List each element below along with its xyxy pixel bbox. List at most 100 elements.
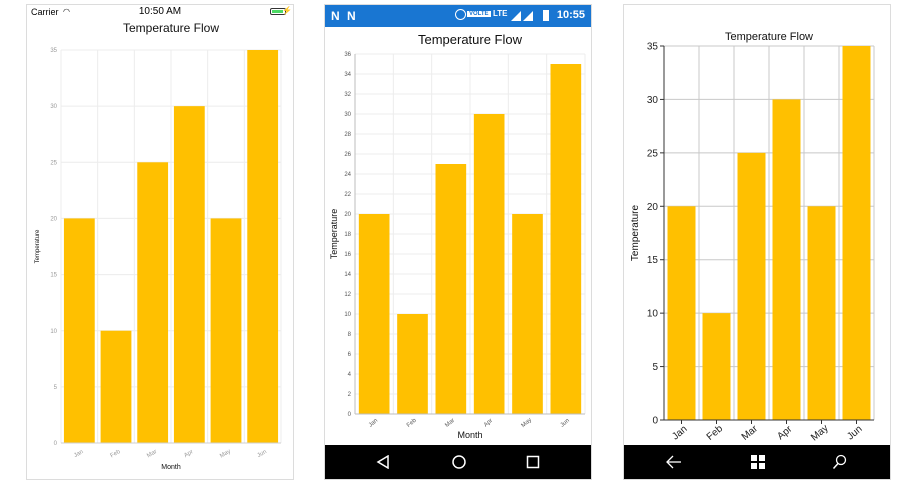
signal-icon-2 bbox=[523, 11, 533, 21]
windows-device-frame: Temperature Flow 0 5 10 15 20 25 30 35 Jan Feb Mar A… bbox=[623, 4, 891, 480]
chart-title: Temperature Flow bbox=[418, 32, 523, 47]
status-time: 10:55 bbox=[556, 9, 585, 21]
battery-icon bbox=[270, 8, 286, 15]
y-tick-label: 14 bbox=[344, 272, 351, 278]
bar-mar bbox=[737, 152, 766, 420]
x-tick-label: Jun bbox=[845, 424, 864, 443]
y-tick-label: 12 bbox=[344, 292, 351, 298]
ios-status-bar: Carrier ◠ 10:50 AM ⚡ bbox=[27, 5, 293, 19]
y-tick-label: 5 bbox=[652, 362, 658, 373]
search-icon[interactable] bbox=[820, 445, 860, 479]
windows-temperature-chart: Temperature Flow 0 5 10 15 20 25 30 35 Jan Feb Mar A… bbox=[630, 31, 875, 444]
x-tick-label: May bbox=[219, 449, 232, 460]
x-tick-label: Jan bbox=[670, 424, 689, 443]
recents-icon[interactable] bbox=[513, 445, 553, 479]
bar-jun bbox=[842, 46, 871, 420]
android-status-bar: N N VOLTE LTE 10:55 bbox=[325, 5, 591, 27]
bar-mar bbox=[435, 164, 467, 414]
y-tick-label: 8 bbox=[348, 332, 352, 338]
x-tick-label: Mar bbox=[444, 418, 456, 429]
bar-jan bbox=[63, 218, 95, 443]
y-tick-label: 28 bbox=[344, 132, 351, 138]
y-tick-label: 20 bbox=[344, 212, 351, 218]
y-tick-label: 15 bbox=[50, 273, 57, 279]
x-tick-label: Jan bbox=[73, 449, 84, 459]
y-tick-label: 4 bbox=[348, 372, 352, 378]
chart-title: Temperature Flow bbox=[123, 21, 219, 35]
bar-mar bbox=[137, 162, 169, 444]
x-tick-label: Feb bbox=[110, 449, 123, 460]
y-tick-label: 10 bbox=[50, 329, 57, 335]
back-arrow-icon[interactable] bbox=[654, 445, 694, 479]
android-device-frame: N N VOLTE LTE 10:55 Temperature Flow 0 2 4 6… bbox=[324, 4, 592, 480]
y-tick-label: 10 bbox=[647, 309, 659, 320]
x-tick-label: Jun bbox=[560, 418, 571, 429]
y-tick-label: 20 bbox=[647, 202, 659, 213]
home-icon[interactable] bbox=[439, 445, 479, 479]
android-navigation-bar bbox=[325, 445, 591, 479]
lte-label: LTE bbox=[493, 9, 508, 18]
x-tick-label: Apr bbox=[483, 418, 494, 429]
y-tick-label: 2 bbox=[348, 392, 352, 398]
carrier-label: Carrier bbox=[31, 7, 59, 17]
wifi-icon: ◠ bbox=[63, 7, 70, 16]
x-tick-label: Feb bbox=[705, 423, 726, 443]
x-tick-label: Mar bbox=[740, 423, 761, 443]
bar-apr bbox=[173, 106, 205, 444]
ios-temperature-chart: Temperature Flow 0 5 10 15 20 25 30 35 Jan Feb Mar A… bbox=[35, 21, 282, 471]
bar-jan bbox=[358, 214, 390, 414]
y-tick-label: 35 bbox=[50, 48, 57, 54]
notification-n-icon: N bbox=[331, 9, 340, 23]
ios-device-frame: Carrier ◠ 10:50 AM ⚡ Temperature Flow 0 5 1… bbox=[26, 4, 294, 480]
x-tick-label: Feb bbox=[406, 417, 418, 429]
copyright-icon bbox=[455, 9, 466, 20]
windows-icon[interactable] bbox=[738, 445, 778, 479]
y-tick-label: 36 bbox=[344, 52, 351, 58]
y-tick-label: 0 bbox=[652, 416, 658, 427]
y-tick-label: 26 bbox=[344, 152, 351, 158]
y-axis-title: Temperature bbox=[35, 229, 41, 263]
status-time: 10:50 AM bbox=[138, 6, 182, 17]
y-tick-label: 20 bbox=[50, 217, 57, 223]
notification-n-icon-2: N bbox=[347, 9, 356, 23]
x-tick-label: Mar bbox=[146, 449, 158, 459]
y-tick-label: 34 bbox=[344, 72, 351, 78]
chart-title: Temperature Flow bbox=[725, 31, 813, 43]
bar-feb bbox=[397, 314, 428, 414]
bar-apr bbox=[473, 114, 505, 414]
windows-navigation-bar bbox=[624, 445, 890, 479]
y-tick-label: 24 bbox=[344, 172, 351, 178]
y-axis-title: Temperature bbox=[329, 209, 339, 260]
y-tick-label: 10 bbox=[344, 312, 351, 318]
x-axis-title: Month bbox=[161, 464, 181, 471]
back-icon[interactable] bbox=[363, 445, 403, 479]
y-tick-label: 25 bbox=[50, 160, 57, 166]
bar-feb bbox=[702, 313, 731, 420]
bar-jun bbox=[247, 50, 279, 443]
signal-icon bbox=[511, 11, 521, 21]
x-tick-label: May bbox=[521, 417, 534, 429]
x-tick-label: May bbox=[809, 423, 831, 444]
x-axis-title: Month bbox=[457, 430, 482, 440]
y-tick-label: 6 bbox=[348, 352, 352, 358]
y-tick-label: 0 bbox=[54, 441, 58, 447]
y-tick-label: 25 bbox=[647, 148, 659, 159]
x-tick-label: Apr bbox=[183, 449, 194, 459]
bar-jun bbox=[550, 64, 582, 414]
y-tick-label: 16 bbox=[344, 252, 351, 258]
y-tick-label: 30 bbox=[344, 112, 351, 118]
x-tick-label: Jun bbox=[256, 449, 267, 459]
y-tick-label: 18 bbox=[344, 232, 351, 238]
x-tick-label: Apr bbox=[775, 423, 795, 442]
volte-badge: VOLTE bbox=[467, 11, 491, 17]
charging-icon: ⚡ bbox=[282, 6, 292, 15]
bar-feb bbox=[100, 330, 132, 443]
bar-may bbox=[210, 218, 242, 443]
y-axis-title: Temperature bbox=[630, 204, 641, 261]
y-tick-label: 35 bbox=[647, 42, 659, 53]
y-tick-label: 30 bbox=[647, 95, 659, 106]
android-temperature-chart: Temperature Flow024681012141618202224262… bbox=[329, 32, 586, 440]
y-tick-label: 30 bbox=[50, 104, 57, 110]
y-tick-label: 32 bbox=[344, 92, 351, 98]
bar-may bbox=[512, 214, 543, 414]
